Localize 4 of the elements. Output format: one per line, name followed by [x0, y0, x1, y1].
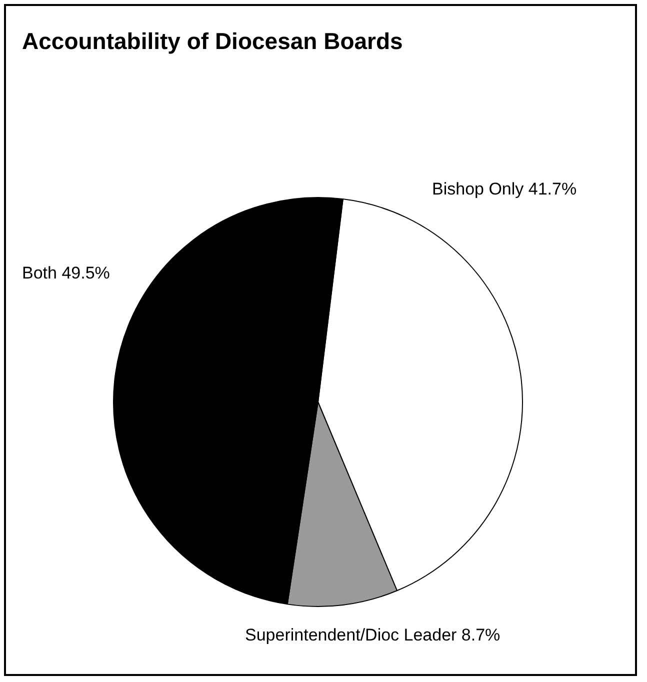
slice-label: Bishop Only 41.7% [432, 180, 577, 199]
slice-label: Both 49.5% [22, 264, 110, 283]
slice-label: Superintendent/Dioc Leader 8.7% [245, 626, 500, 645]
chart-title: Accountability of Diocesan Boards [22, 28, 403, 55]
